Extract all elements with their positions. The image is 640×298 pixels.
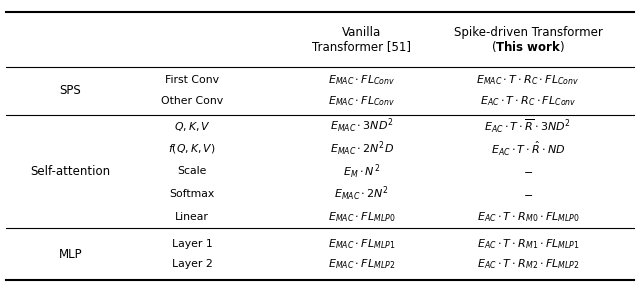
- Text: Softmax: Softmax: [170, 189, 214, 199]
- Text: $-$: $-$: [523, 189, 533, 199]
- Text: Scale: Scale: [177, 166, 207, 176]
- Text: Vanilla: Vanilla: [342, 26, 381, 38]
- Text: Layer 2: Layer 2: [172, 260, 212, 269]
- Text: $E_{MAC} \cdot 3ND^2$: $E_{MAC} \cdot 3ND^2$: [330, 117, 394, 135]
- Text: Self-attention: Self-attention: [30, 165, 111, 178]
- Text: SPS: SPS: [60, 84, 81, 97]
- Text: $E_{MAC} \cdot FL_{Conv}$: $E_{MAC} \cdot FL_{Conv}$: [328, 74, 395, 87]
- Text: $E_{AC} \cdot T \cdot \hat{R} \cdot ND$: $E_{AC} \cdot T \cdot \hat{R} \cdot ND$: [491, 139, 565, 158]
- Text: $Q, K, V$: $Q, K, V$: [173, 119, 211, 133]
- Text: $f(Q, K, V)$: $f(Q, K, V)$: [168, 142, 216, 155]
- Text: $E_{AC} \cdot T \cdot R_{M0} \cdot FL_{MLP0}$: $E_{AC} \cdot T \cdot R_{M0} \cdot FL_{M…: [477, 210, 579, 224]
- Text: $E_{AC} \cdot T \cdot \overline{R} \cdot 3ND^2$: $E_{AC} \cdot T \cdot \overline{R} \cdot…: [484, 117, 572, 135]
- Text: $E_{AC} \cdot T \cdot R_C \cdot FL_{Conv}$: $E_{AC} \cdot T \cdot R_C \cdot FL_{Conv…: [480, 94, 576, 108]
- Text: Layer 1: Layer 1: [172, 239, 212, 249]
- Text: Linear: Linear: [175, 212, 209, 222]
- Text: $-$: $-$: [523, 166, 533, 176]
- Text: $E_{MAC} \cdot FL_{MLP0}$: $E_{MAC} \cdot FL_{MLP0}$: [328, 210, 396, 224]
- Text: $E_M \cdot N^2$: $E_M \cdot N^2$: [343, 162, 380, 181]
- Text: First Conv: First Conv: [165, 75, 219, 86]
- Text: $E_{AC} \cdot T \cdot R_{M2} \cdot FL_{MLP2}$: $E_{AC} \cdot T \cdot R_{M2} \cdot FL_{M…: [477, 257, 579, 271]
- Text: $E_{MAC} \cdot FL_{MLP1}$: $E_{MAC} \cdot FL_{MLP1}$: [328, 237, 396, 251]
- Text: Other Conv: Other Conv: [161, 96, 223, 106]
- Text: ($\mathbf{This\ work}$): ($\mathbf{This\ work}$): [491, 39, 565, 55]
- Text: $E_{MAC} \cdot 2N^2$: $E_{MAC} \cdot 2N^2$: [334, 185, 389, 203]
- Text: Transformer [51]: Transformer [51]: [312, 41, 411, 53]
- Text: $E_{AC} \cdot T \cdot R_{M1} \cdot FL_{MLP1}$: $E_{AC} \cdot T \cdot R_{M1} \cdot FL_{M…: [477, 237, 579, 251]
- Text: $E_{MAC} \cdot 2N^2D$: $E_{MAC} \cdot 2N^2D$: [330, 139, 394, 158]
- Text: MLP: MLP: [59, 248, 82, 260]
- Text: Spike-driven Transformer: Spike-driven Transformer: [454, 26, 602, 38]
- Text: $E_{MAC} \cdot FL_{Conv}$: $E_{MAC} \cdot FL_{Conv}$: [328, 94, 395, 108]
- Text: $E_{MAC} \cdot FL_{MLP2}$: $E_{MAC} \cdot FL_{MLP2}$: [328, 257, 395, 271]
- Text: $E_{MAC} \cdot T \cdot R_C \cdot FL_{Conv}$: $E_{MAC} \cdot T \cdot R_C \cdot FL_{Con…: [476, 74, 580, 87]
